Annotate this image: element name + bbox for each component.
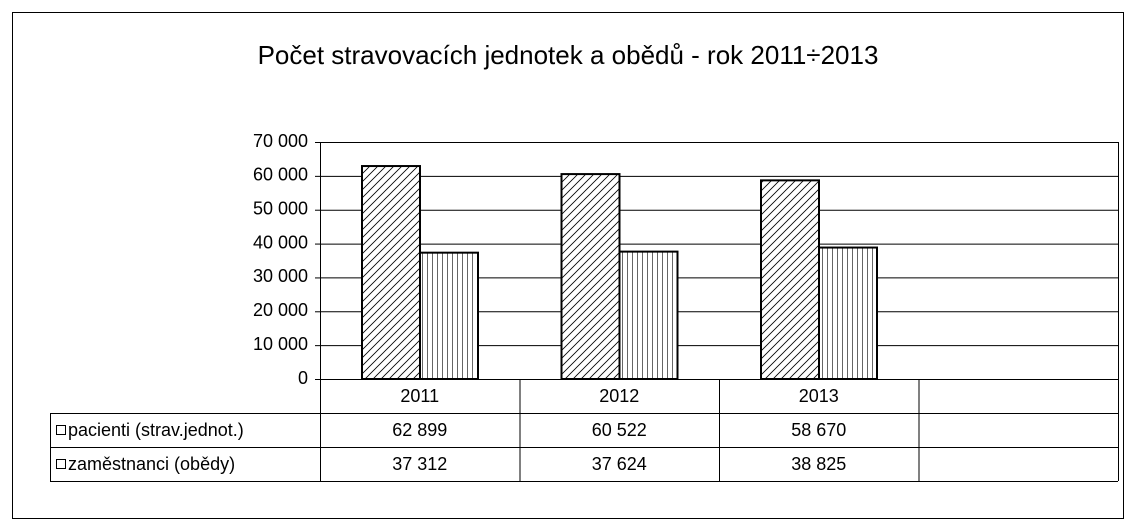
table-value: 58 670 — [791, 420, 846, 440]
table-value: 37 312 — [392, 454, 447, 474]
legend-swatch — [56, 425, 66, 435]
y-tick-label: 40 000 — [253, 232, 308, 252]
table-value: 37 624 — [592, 454, 647, 474]
table-value: 62 899 — [392, 420, 447, 440]
y-tick-label: 0 — [298, 368, 308, 388]
chart-title: Počet stravovacích jednotek a obědů - ro… — [258, 40, 879, 70]
table-value: 60 522 — [592, 420, 647, 440]
y-tick-label: 60 000 — [253, 165, 308, 185]
table-value: 38 825 — [791, 454, 846, 474]
x-tick-label: 2013 — [799, 386, 839, 406]
y-tick-label: 70 000 — [253, 131, 308, 151]
y-tick-label: 20 000 — [253, 300, 308, 320]
bar — [760, 179, 820, 380]
y-tick-label: 30 000 — [253, 266, 308, 286]
legend-label: pacienti (strav.jednot.) — [68, 420, 244, 440]
bar — [419, 251, 479, 380]
legend-label: zaměstnanci (obědy) — [68, 454, 235, 474]
bar — [618, 250, 679, 381]
y-tick-label: 10 000 — [253, 334, 308, 354]
bar — [560, 173, 621, 380]
bar — [361, 165, 421, 380]
legend-swatch — [56, 459, 66, 469]
x-tick-label: 2011 — [400, 386, 439, 406]
x-tick-label: 2012 — [599, 386, 639, 406]
y-tick-label: 50 000 — [253, 198, 308, 218]
bar — [818, 246, 878, 380]
